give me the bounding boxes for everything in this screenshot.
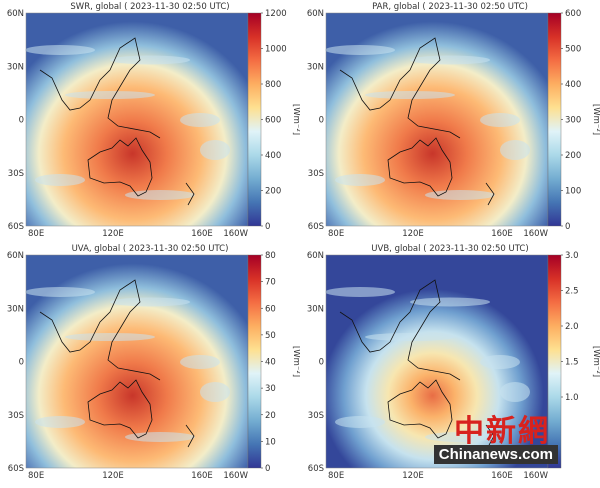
lat-label: 0 bbox=[19, 116, 24, 126]
lat-label: 30S bbox=[308, 169, 324, 179]
lat-label: 30N bbox=[307, 304, 324, 314]
coastlines bbox=[39, 279, 195, 448]
lon-label: 160E bbox=[191, 471, 213, 481]
colorbar bbox=[247, 12, 262, 227]
cloud-bands bbox=[325, 45, 530, 200]
lat-label: 60S bbox=[308, 222, 324, 232]
colorbar-tick-label: 200 bbox=[565, 151, 581, 161]
lat-label: 30S bbox=[8, 169, 24, 179]
lon-label: 160E bbox=[191, 229, 213, 239]
lon-label: 160E bbox=[491, 471, 513, 481]
lon-label: 80E bbox=[28, 229, 44, 239]
colorbar-unit-label: [Wm⁻²] bbox=[591, 104, 600, 135]
lon-label: 120E bbox=[402, 229, 424, 239]
lat-label: 60N bbox=[307, 9, 324, 19]
lat-label: 60N bbox=[7, 251, 24, 261]
colorbar-tick-label: 400 bbox=[565, 80, 581, 90]
coastlines bbox=[339, 37, 495, 206]
colorbar-tick-label: 600 bbox=[565, 9, 581, 19]
colorbar-tick-label: 80 bbox=[265, 251, 276, 261]
colorbar-tick-label: 500 bbox=[565, 45, 581, 55]
panel-title: PAR, global ( 2023-11-30 02:50 UTC) bbox=[372, 2, 528, 12]
colorbar-tick-label: 60 bbox=[265, 304, 276, 314]
cloud-bands bbox=[25, 45, 230, 200]
colorbar-tick-label: 600 bbox=[265, 116, 281, 126]
panel-par: PAR, global ( 2023-11-30 02:50 UTC) 60N 30… bbox=[300, 0, 600, 242]
panel-title: UVB, global ( 2023-11-30 02:50 UTC) bbox=[371, 244, 528, 254]
colorbar bbox=[247, 254, 262, 469]
watermark-logo: 中新網 Chinanews.com bbox=[433, 406, 558, 464]
coastlines bbox=[339, 279, 495, 448]
colorbar-tick-label: 1.5 bbox=[565, 358, 579, 368]
lat-label: 30S bbox=[8, 411, 24, 421]
colorbar-tick-label: 50 bbox=[265, 331, 276, 341]
lon-label: 160W bbox=[223, 471, 248, 481]
colorbar-tick-label: 0 bbox=[265, 222, 270, 232]
lat-label: 60S bbox=[8, 222, 24, 232]
colorbar-unit-label: [Wm⁻²] bbox=[591, 346, 600, 377]
watermark-en: Chinanews.com bbox=[433, 445, 558, 464]
panel-title: UVA, global ( 2023-11-30 02:50 UTC) bbox=[72, 244, 229, 254]
cloud-bands bbox=[25, 287, 230, 442]
colorbar-unit-label: [Wm⁻²] bbox=[291, 346, 300, 377]
lon-label: 120E bbox=[402, 471, 424, 481]
colorbar-tick-label: 70 bbox=[265, 278, 276, 288]
colorbar-tick-label: 200 bbox=[265, 187, 281, 197]
colorbar-tick-label: 1.0 bbox=[565, 393, 579, 403]
lon-label: 160W bbox=[523, 471, 548, 481]
panel-uvb: UVB, global ( 2023-11-30 02:50 UTC) 60N 30… bbox=[300, 242, 600, 484]
lat-label: 30S bbox=[308, 411, 324, 421]
colorbar-unit-label: [Wm⁻²] bbox=[291, 104, 300, 135]
panel-swr: SWR, global ( 2023-11-30 02:50 UTC) 60N 30… bbox=[0, 0, 301, 242]
lat-label: 0 bbox=[19, 358, 24, 368]
colorbar bbox=[547, 12, 562, 227]
lon-label: 80E bbox=[328, 471, 344, 481]
colorbar-tick-label: 100 bbox=[565, 187, 581, 197]
colorbar-tick-label: 1200 bbox=[265, 9, 287, 19]
lat-label: 30N bbox=[7, 62, 24, 72]
panel-uva: UVA, global ( 2023-11-30 02:50 UTC) 60N 30… bbox=[0, 242, 301, 484]
lat-label: 30N bbox=[7, 304, 24, 314]
colorbar-tick-label: 2.5 bbox=[565, 287, 579, 297]
lat-label: 30N bbox=[307, 62, 324, 72]
lat-label: 60S bbox=[8, 464, 24, 474]
colorbar-tick-label: 10 bbox=[265, 437, 276, 447]
coastlines bbox=[39, 37, 195, 206]
colorbar-tick-label: 300 bbox=[565, 116, 581, 126]
colorbar-tick-label: 800 bbox=[265, 80, 281, 90]
colorbar-tick-label: 3.0 bbox=[565, 251, 579, 261]
lat-label: 60N bbox=[7, 9, 24, 19]
panel-title: SWR, global ( 2023-11-30 02:50 UTC) bbox=[70, 2, 229, 12]
lon-label: 120E bbox=[102, 229, 124, 239]
lon-label: 120E bbox=[102, 471, 124, 481]
colorbar-tick-label: 0 bbox=[565, 222, 570, 232]
lon-label: 160W bbox=[523, 229, 548, 239]
colorbar-tick-label: 1000 bbox=[265, 45, 287, 55]
watermark-cn: 中新網 bbox=[454, 414, 550, 449]
lon-label: 160E bbox=[491, 229, 513, 239]
lon-label: 80E bbox=[328, 229, 344, 239]
colorbar-tick-label: 400 bbox=[265, 151, 281, 161]
colorbar-tick-label: 30 bbox=[265, 384, 276, 394]
lon-label: 160W bbox=[223, 229, 248, 239]
lon-label: 80E bbox=[28, 471, 44, 481]
colorbar-tick-label: 0 bbox=[265, 464, 270, 474]
colorbar-tick-label: 20 bbox=[265, 411, 276, 421]
colorbar-tick-label: 2.0 bbox=[565, 322, 579, 332]
lat-label: 60N bbox=[307, 251, 324, 261]
colorbar-tick-label: 40 bbox=[265, 358, 276, 368]
lat-label: 0 bbox=[319, 358, 324, 368]
lat-label: 0 bbox=[319, 116, 324, 126]
lat-label: 60S bbox=[308, 464, 324, 474]
cloud-bands bbox=[325, 287, 530, 442]
